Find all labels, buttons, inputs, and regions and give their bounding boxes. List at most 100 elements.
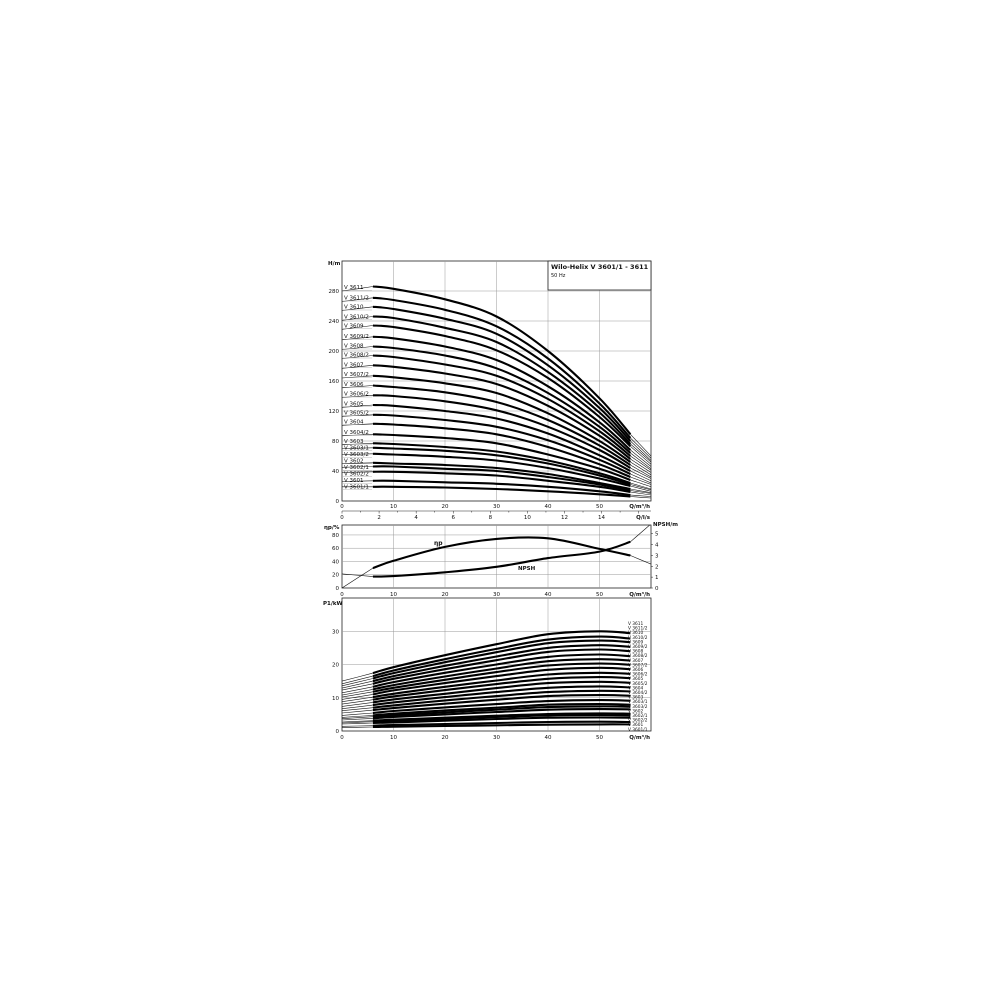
head-curve-thick (372, 465, 631, 492)
head-y-tick-label: 40 (332, 469, 339, 475)
power-curve-label: V 3607/2 (628, 662, 648, 668)
power-curve (342, 703, 631, 718)
head-curve-label: V 3606 (344, 382, 364, 388)
head-curve (342, 324, 651, 465)
head-curve-thin-start (342, 325, 373, 330)
head-curve-thin-start (342, 355, 373, 359)
head-curve-thick (372, 470, 631, 494)
head-curve-thick (372, 285, 632, 435)
power-curve (342, 666, 631, 700)
head-curve-label: V 3611/2 (344, 296, 369, 302)
power-curve-label: V 3611 (628, 621, 644, 627)
head-curve-label: V 3602/1 (344, 465, 369, 471)
power-curve-label: V 3606 (628, 667, 644, 673)
head-curve-label: V 3608/2 (344, 353, 369, 359)
power-curve-thin-start (342, 704, 373, 709)
eff-y-tick-label: 0 (336, 586, 340, 592)
head-curve-thin-end (630, 470, 651, 482)
head-x-tick-label: 20 (442, 504, 449, 510)
flow-ls-tick-label: 8 (489, 515, 493, 521)
power-curve (342, 671, 631, 702)
head-curve-thin-start (342, 336, 373, 341)
efficiency-curve (342, 536, 651, 588)
head-curve-label: V 3603/2 (344, 452, 369, 458)
head-curve-label: V 3603 (344, 439, 364, 445)
head-curve-thin-end (630, 482, 651, 490)
efficiency-curve-thin-end (630, 555, 651, 565)
power-curve-label: V 3610/2 (628, 635, 648, 641)
head-curve-thin-end (630, 490, 651, 494)
power-curve (342, 662, 631, 698)
head-x-tick-label: 30 (493, 504, 500, 510)
title-box (547, 260, 652, 291)
head-x-axis-label: Q/m³/h (629, 503, 650, 510)
power-curve-label: V 3604/2 (628, 690, 648, 696)
power-curve-thin-start (342, 686, 373, 694)
head-curve-thick (372, 315, 632, 445)
power-curve-thick (372, 653, 631, 688)
head-curve-thick (372, 374, 631, 463)
head-curve-label: V 3611 (344, 285, 364, 291)
npsh-y-tick-label: 5 (655, 532, 659, 538)
flow-ls-tick-label: 6 (451, 515, 455, 521)
head-curve-thin-end (630, 479, 651, 488)
head-curve-label: V 3606/2 (344, 392, 369, 398)
head-curve-label: V 3604/2 (344, 430, 369, 436)
power-curve-thin-start (342, 725, 373, 727)
head-curve-thin-start (342, 286, 373, 292)
head-curve-thin-start (342, 447, 373, 449)
head-curve-label: V 3602 (344, 458, 364, 464)
power-curve-thin-start (342, 683, 373, 691)
eff-x-tick-label: 10 (390, 592, 397, 598)
npsh-curve-thick (372, 540, 631, 578)
power-curve-thick (372, 723, 631, 729)
power-curve (342, 723, 631, 729)
head-curve-thin-start (342, 453, 373, 455)
power-curve-thick (372, 713, 631, 723)
head-curve-thin-end (630, 440, 651, 461)
head-curve-thick (372, 354, 632, 457)
power-curve-thin-start (342, 709, 373, 714)
power-curve (342, 648, 631, 691)
head-y-tick-label: 280 (329, 289, 340, 295)
power-x-tick-label: 20 (442, 735, 449, 741)
head-curve-thin-end (630, 437, 651, 459)
head-curve-thin-end (630, 488, 651, 494)
head-curve (342, 413, 651, 484)
chart-title: Wilo-Helix V 3601/1 - 3611 (551, 263, 649, 271)
power-curve (342, 689, 631, 711)
head-curve-label: V 3607/2 (344, 372, 369, 378)
head-curve-thin-end (630, 467, 651, 479)
head-curve-thin-start (342, 365, 373, 369)
head-curve-thick (372, 296, 632, 439)
eff-x-tick-label: 30 (493, 592, 500, 598)
head-curve-thin-start (342, 434, 373, 437)
power-curve-thick (372, 671, 631, 699)
efficiency-curve-thick (372, 536, 631, 570)
head-curve-label: V 3601/1 (344, 484, 369, 490)
power-curve-thick (372, 635, 631, 678)
power-curve-thick (372, 699, 631, 715)
head-curve-thick (372, 413, 631, 475)
power-curve-thin-start (342, 712, 373, 716)
power-curve-label: V 3601/1 (628, 727, 648, 733)
power-curve-thick (372, 694, 631, 712)
head-curve-thin-end (630, 491, 651, 496)
power-curve (342, 720, 631, 727)
head-curve (342, 485, 651, 499)
npsh-y-axis-label: NPSH/m (653, 522, 678, 528)
head-curve-thin-end (630, 484, 651, 491)
eff-x-tick-label: 0 (340, 592, 344, 598)
head-curve-thick (372, 442, 631, 485)
eff-y-tick-label: 80 (332, 533, 339, 539)
power-curve-thick (372, 703, 631, 717)
power-curve-thin-start (342, 716, 373, 719)
head-y-tick-label: 120 (329, 409, 340, 415)
head-curve (342, 433, 651, 488)
power-curve-thin-start (342, 726, 373, 728)
power-curve-thick (372, 648, 631, 685)
power-curve-label: V 3603/1 (628, 699, 648, 705)
power-curve-label: V 3602 (628, 708, 644, 714)
npsh-curve (342, 525, 651, 578)
